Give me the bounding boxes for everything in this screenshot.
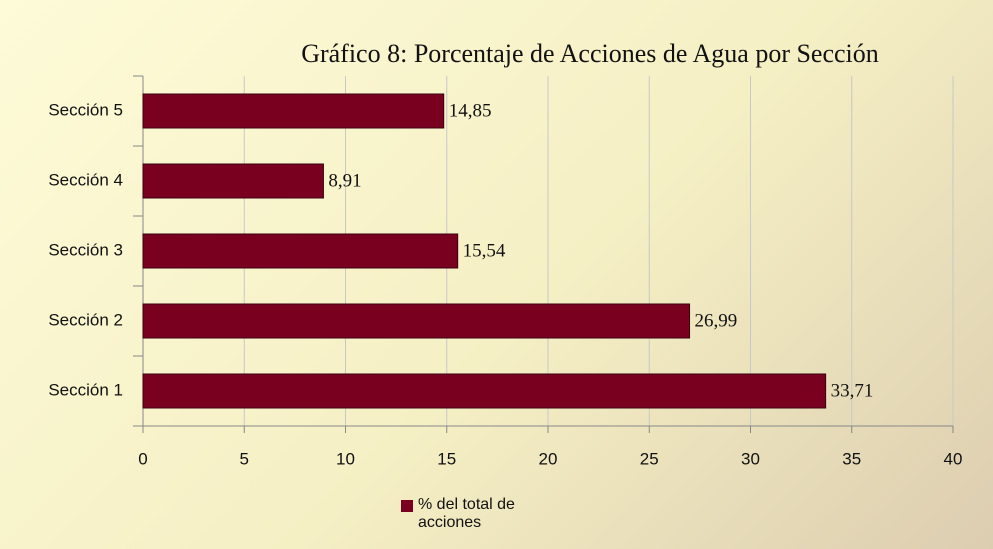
- x-tick-label: 25: [640, 449, 659, 468]
- x-tick-label: 10: [336, 449, 355, 468]
- bar: [142, 93, 445, 129]
- x-tick-label: 0: [138, 449, 147, 468]
- data-label: 15,54: [463, 240, 506, 261]
- data-label: 14,85: [449, 100, 492, 121]
- data-label: 8,91: [328, 170, 361, 191]
- bar: [142, 163, 324, 199]
- x-tick-label: 35: [842, 449, 861, 468]
- y-tick-label: Sección 3: [48, 240, 123, 259]
- y-tick-label: Sección 2: [48, 310, 123, 329]
- x-tick-label: 15: [437, 449, 456, 468]
- y-tick-label: Sección 5: [48, 100, 123, 119]
- bar: [142, 373, 827, 409]
- y-tick-label: Sección 4: [48, 170, 123, 189]
- data-label: 33,71: [831, 380, 874, 401]
- x-tick-label: 5: [240, 449, 249, 468]
- chart-title: Gráfico 8: Porcentaje de Acciones de Agu…: [301, 39, 879, 68]
- data-label: 26,99: [695, 310, 738, 331]
- bar: [142, 303, 691, 339]
- x-tick-label: 20: [539, 449, 558, 468]
- x-tick-label: 30: [741, 449, 760, 468]
- y-tick-label: Sección 1: [48, 380, 123, 399]
- x-tick-label: 40: [944, 449, 963, 468]
- bar: [142, 233, 459, 269]
- legend-swatch: [401, 500, 413, 512]
- legend-label: % del total de acciones: [418, 496, 515, 531]
